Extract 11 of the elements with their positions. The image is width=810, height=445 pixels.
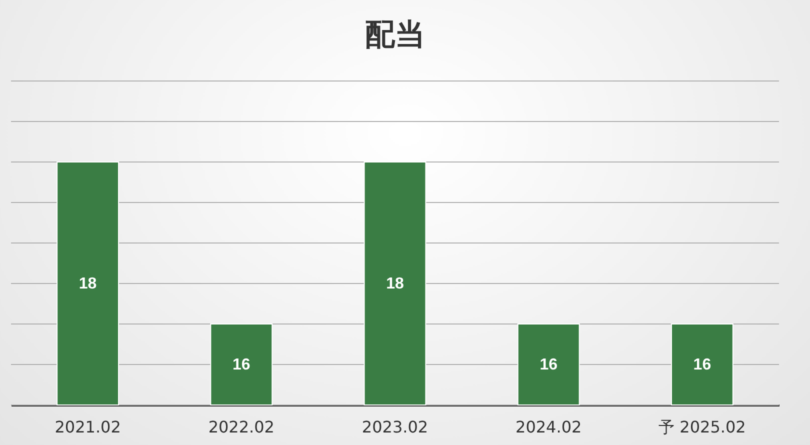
x-tick-label: 2022.02 xyxy=(208,418,274,436)
x-tick-label: 2024.02 xyxy=(516,418,582,436)
data-label: 16 xyxy=(693,356,712,374)
x-tick-label: 2023.02 xyxy=(362,418,428,436)
data-label: 18 xyxy=(78,276,97,292)
data-label: 16 xyxy=(232,356,250,374)
data-label: 16 xyxy=(540,356,558,374)
data-label: 18 xyxy=(386,276,404,292)
x-tick-label: 予 2025.02 xyxy=(658,418,746,436)
x-tick-label: 2021.02 xyxy=(54,418,121,436)
chart-title: 配当 xyxy=(365,18,425,52)
